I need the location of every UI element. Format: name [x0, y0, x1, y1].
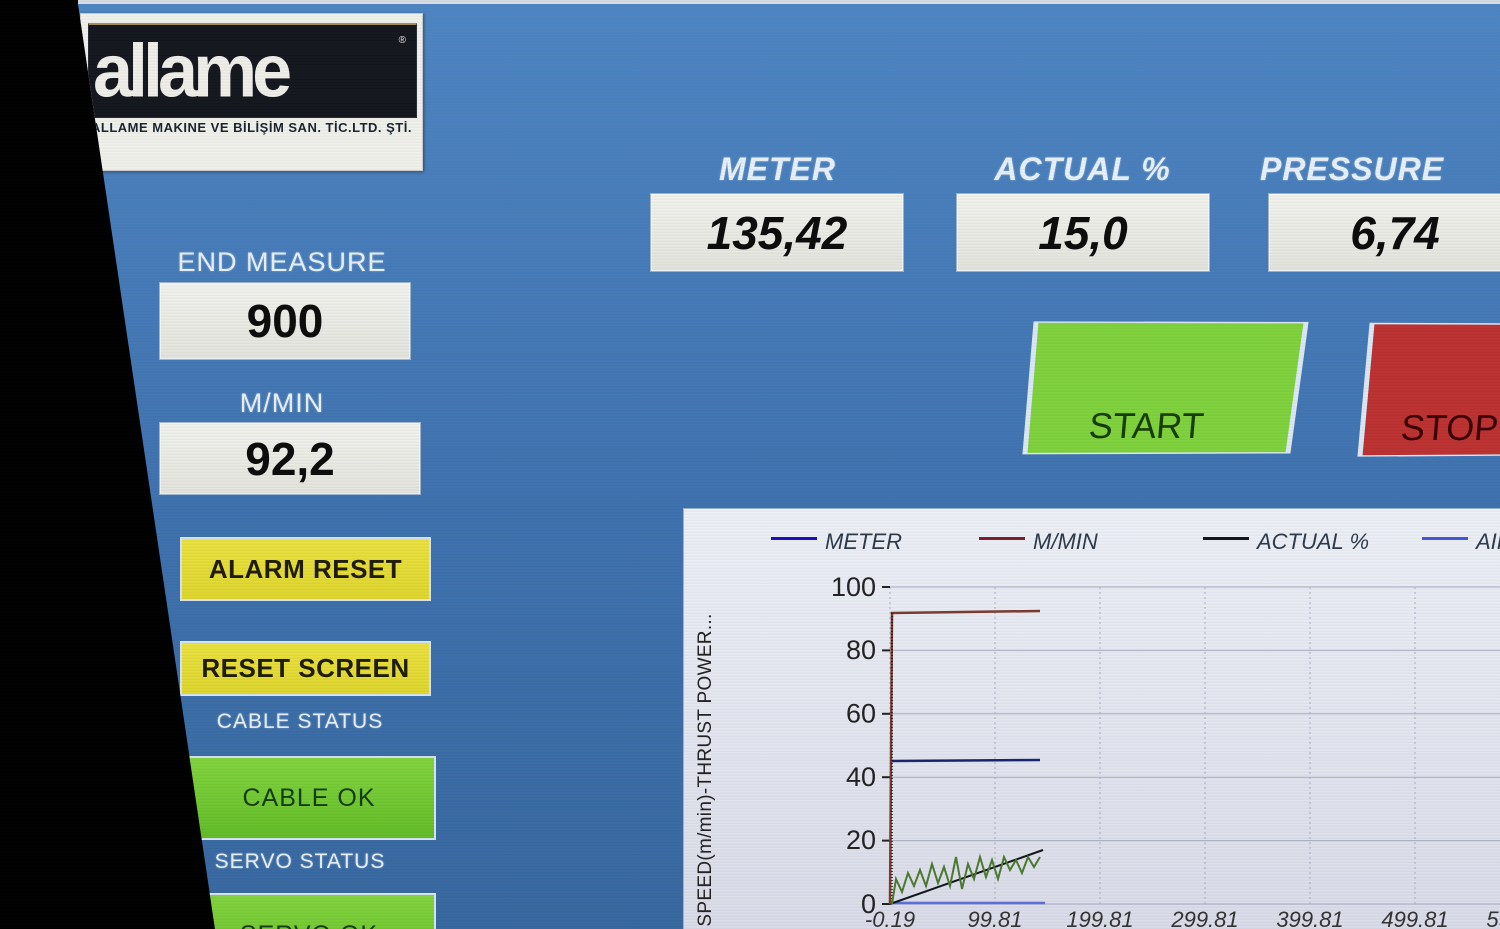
svg-text:60: 60	[846, 698, 876, 728]
svg-text:20: 20	[846, 825, 876, 855]
svg-text:599.81: 599.81	[1486, 907, 1500, 929]
svg-text:STOP: STOP	[1399, 407, 1500, 448]
svg-text:80: 80	[846, 635, 876, 665]
svg-text:199.81: 199.81	[1066, 907, 1133, 929]
svg-text:40: 40	[846, 762, 876, 792]
svg-text:-0.19: -0.19	[865, 907, 915, 929]
svg-text:99.81: 99.81	[967, 907, 1022, 929]
svg-text:299.81: 299.81	[1170, 907, 1238, 929]
svg-text:399.81: 399.81	[1276, 907, 1343, 929]
svg-text:START: START	[1087, 405, 1205, 446]
svg-text:499.81: 499.81	[1381, 907, 1448, 929]
svg-text:100: 100	[831, 572, 876, 602]
